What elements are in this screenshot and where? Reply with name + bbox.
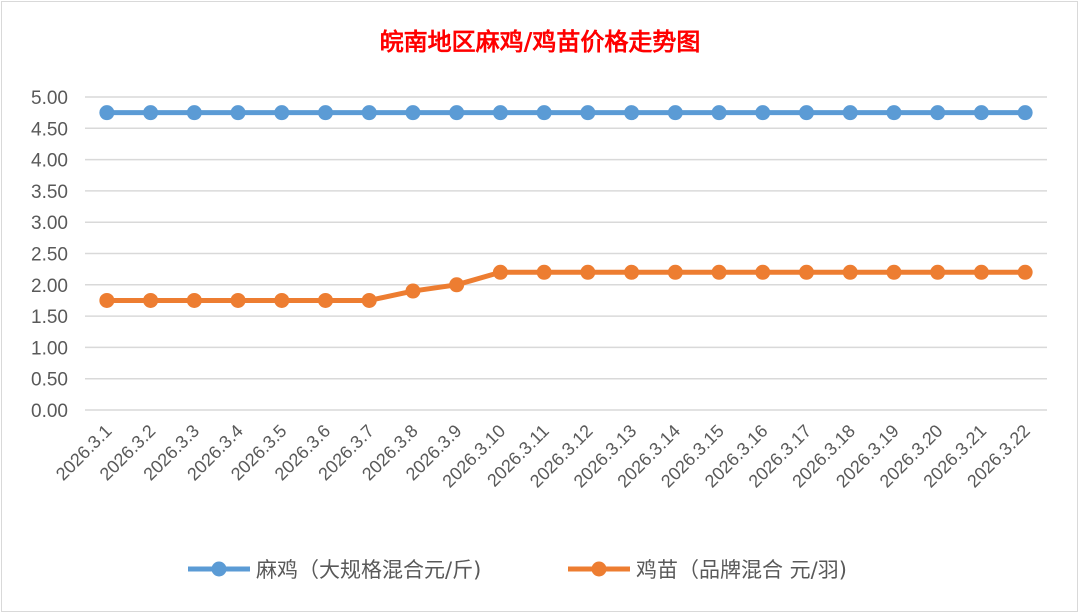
legend-marker-0 [211, 561, 227, 577]
y-tick-label: 0.00 [31, 401, 68, 422]
y-tick-label: 4.50 [31, 119, 68, 140]
data-point [886, 264, 902, 280]
data-point [536, 264, 552, 280]
data-point [799, 264, 814, 280]
data-point [99, 292, 115, 308]
data-point [930, 264, 946, 280]
data-point [667, 264, 683, 280]
y-tick-label: 0.50 [31, 370, 68, 391]
data-point [973, 264, 989, 280]
data-point [274, 105, 290, 121]
legend-marker-1 [591, 561, 607, 577]
data-point [361, 105, 377, 121]
data-point [799, 105, 814, 121]
data-point [580, 105, 596, 121]
data-point [318, 292, 333, 308]
data-point [143, 292, 159, 308]
data-point [536, 105, 552, 121]
data-point [230, 105, 246, 121]
data-point [186, 105, 202, 121]
y-tick-label: 2.00 [31, 276, 68, 297]
data-point [492, 105, 508, 121]
data-point [99, 105, 115, 121]
y-tick-label: 1.50 [31, 307, 68, 328]
data-point [667, 105, 683, 121]
legend-label-1: 鸡苗（品牌混合 元/羽) [636, 558, 847, 582]
data-point [1017, 105, 1033, 121]
data-point [580, 264, 596, 280]
y-tick-label: 3.50 [31, 182, 68, 203]
data-point [886, 105, 902, 121]
data-point [449, 105, 465, 121]
data-point [755, 105, 771, 121]
data-point [842, 264, 858, 280]
data-point [492, 264, 508, 280]
y-tick-label: 5.00 [31, 88, 68, 109]
data-point [624, 105, 640, 121]
data-point [449, 277, 465, 293]
data-point [755, 264, 771, 280]
series-line-1 [106, 269, 1026, 303]
data-point [274, 292, 290, 308]
data-point [405, 283, 421, 299]
data-point [361, 292, 377, 308]
y-tick-label: 3.00 [31, 213, 68, 234]
chart-title: 皖南地区麻鸡/鸡苗价格走势图 [380, 27, 701, 56]
data-point [186, 292, 202, 308]
data-point [624, 264, 640, 280]
data-point [930, 105, 946, 121]
data-point [405, 105, 421, 121]
y-tick-label: 1.00 [31, 338, 68, 359]
y-tick-label: 4.00 [31, 151, 68, 172]
data-point [842, 105, 858, 121]
data-point [1017, 264, 1033, 280]
legend-label-0: 麻鸡（大规格混合元/斤) [256, 558, 481, 582]
data-point [711, 264, 727, 280]
y-tick-label: 2.50 [31, 245, 68, 266]
data-point [230, 292, 246, 308]
data-point [318, 105, 333, 121]
data-point [973, 105, 989, 121]
data-point [711, 105, 727, 121]
data-point [143, 105, 159, 121]
